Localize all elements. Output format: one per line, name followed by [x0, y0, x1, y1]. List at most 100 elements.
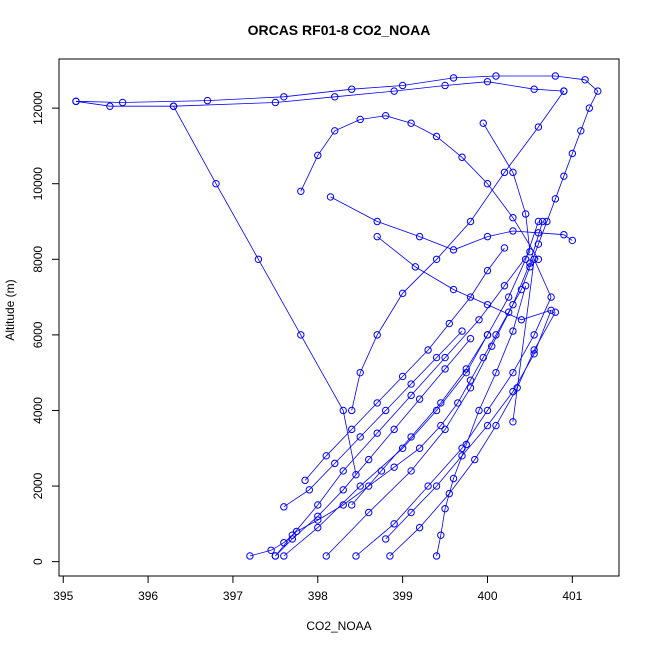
data-point: [292, 527, 301, 536]
data-point: [479, 119, 487, 127]
data-point: [551, 72, 560, 80]
data-point: [449, 246, 458, 254]
data-point: [415, 232, 424, 241]
x-axis: 395 396 397 398 399 400 401: [53, 576, 583, 603]
data-point: [314, 516, 322, 524]
data-point: [530, 331, 538, 339]
data-point: [449, 474, 458, 483]
data-point: [390, 425, 398, 434]
x-tick-label: 398: [308, 589, 328, 603]
data-point: [432, 255, 441, 263]
data-point: [466, 334, 475, 343]
data-point: [390, 520, 398, 528]
data-point: [314, 151, 322, 160]
data-point: [364, 508, 373, 517]
data-point: [390, 87, 398, 95]
data-point: [288, 535, 297, 543]
series-line: [275, 122, 531, 557]
data-point: [441, 353, 449, 362]
data-point: [398, 289, 407, 298]
data-point: [513, 384, 521, 392]
data-point: [407, 119, 415, 127]
data-point: [339, 501, 347, 509]
data-point: [483, 180, 492, 188]
data-point: [551, 308, 560, 316]
data-point: [407, 508, 415, 517]
data-point: [339, 406, 347, 415]
data-point: [509, 387, 517, 396]
data-point: [492, 331, 500, 339]
data-point: [521, 282, 530, 290]
data-point: [581, 76, 589, 84]
data-point: [407, 433, 415, 441]
data-point: [538, 217, 547, 226]
data-point: [534, 240, 543, 248]
data-point: [462, 365, 470, 373]
data-point: [415, 395, 424, 403]
series-line: [376, 236, 552, 540]
data-point: [373, 429, 381, 437]
data-point: [530, 346, 538, 354]
data-point: [547, 306, 555, 315]
data-point: [381, 406, 390, 415]
data-point: [297, 331, 305, 339]
data-point: [534, 229, 543, 237]
data-point: [432, 353, 441, 362]
y-tick-label: 8000: [31, 246, 45, 273]
data-point: [534, 217, 543, 226]
data-point: [352, 552, 360, 560]
data-point: [458, 444, 466, 452]
series-line: [351, 334, 488, 506]
data-point: [169, 102, 178, 110]
data-point: [483, 300, 492, 309]
data-point: [415, 444, 424, 452]
series-line: [436, 285, 527, 557]
data-point: [314, 512, 322, 520]
data-point: [492, 421, 500, 430]
data-point: [458, 452, 466, 460]
data-point: [521, 255, 530, 263]
y-tick-label: 10000: [31, 167, 45, 201]
data-point: [509, 300, 517, 309]
data-point: [203, 96, 212, 105]
data-point: [398, 444, 407, 452]
data-point: [560, 172, 568, 180]
data-point: [356, 368, 364, 377]
data-point: [492, 368, 500, 377]
data-point: [492, 72, 500, 80]
data-point: [271, 98, 280, 107]
data-point: [445, 489, 454, 498]
y-tick-label: 12000: [31, 91, 45, 125]
data-point: [373, 232, 381, 241]
data-point: [407, 467, 415, 475]
data-point: [551, 195, 560, 203]
data-point: [280, 539, 288, 547]
series-line: [330, 196, 573, 251]
data-point: [483, 232, 492, 241]
data-point: [466, 376, 475, 384]
x-tick-label: 399: [393, 589, 413, 603]
data-point: [504, 308, 513, 316]
data-point: [504, 293, 513, 301]
data-point: [547, 293, 555, 301]
data-point: [530, 350, 538, 358]
data-point: [560, 87, 568, 95]
series-line: [275, 338, 471, 557]
data-point: [441, 505, 449, 513]
data-point: [373, 217, 381, 226]
series-line: [351, 90, 565, 411]
data-point: [500, 244, 509, 252]
data-point: [331, 93, 339, 101]
data-point: [373, 331, 381, 339]
data-point: [466, 384, 475, 392]
data-point: [585, 104, 594, 112]
data-point: [381, 535, 390, 543]
series-line: [389, 312, 556, 557]
data-point: [432, 482, 441, 490]
data-point: [305, 486, 314, 494]
data-point: [475, 316, 483, 324]
data-point: [509, 227, 517, 235]
data-point: [280, 503, 288, 511]
y-axis: 0 2000 4000 6000 8000 10000 12000: [31, 91, 59, 565]
